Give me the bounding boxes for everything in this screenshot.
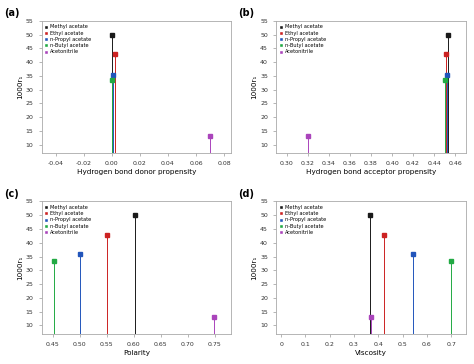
- Text: (a): (a): [4, 8, 19, 18]
- Y-axis label: 1000r₁: 1000r₁: [17, 75, 23, 99]
- X-axis label: Hydrogen bond acceptor propensity: Hydrogen bond acceptor propensity: [306, 169, 436, 175]
- Text: (d): (d): [238, 189, 255, 199]
- Y-axis label: 1000r₁: 1000r₁: [251, 75, 257, 99]
- Legend: Methyl acetate, Ethyl acetate, n-Propyl acetate, n-Butyl acetate, Acetonitrile: Methyl acetate, Ethyl acetate, n-Propyl …: [44, 23, 93, 56]
- Y-axis label: 1000r₁: 1000r₁: [17, 255, 23, 280]
- X-axis label: Viscosity: Viscosity: [355, 350, 387, 356]
- Text: (c): (c): [4, 189, 18, 199]
- Legend: Methyl acetate, Ethyl acetate, n-Propyl acetate, n-Butyl acetate, Acetonitrile: Methyl acetate, Ethyl acetate, n-Propyl …: [278, 23, 328, 56]
- X-axis label: Polarity: Polarity: [123, 350, 150, 356]
- Text: (b): (b): [238, 8, 255, 18]
- Legend: Methyl acetate, Ethyl acetate, n-Propyl acetate, n-Butyl acetate, Acetonitrile: Methyl acetate, Ethyl acetate, n-Propyl …: [44, 203, 93, 237]
- Y-axis label: 1000r₁: 1000r₁: [251, 255, 257, 280]
- X-axis label: Hydrogen bond donor propensity: Hydrogen bond donor propensity: [77, 169, 196, 175]
- Legend: Methyl acetate, Ethyl acetate, n-Propyl acetate, n-Butyl acetate, Acetonitrile: Methyl acetate, Ethyl acetate, n-Propyl …: [278, 203, 328, 237]
